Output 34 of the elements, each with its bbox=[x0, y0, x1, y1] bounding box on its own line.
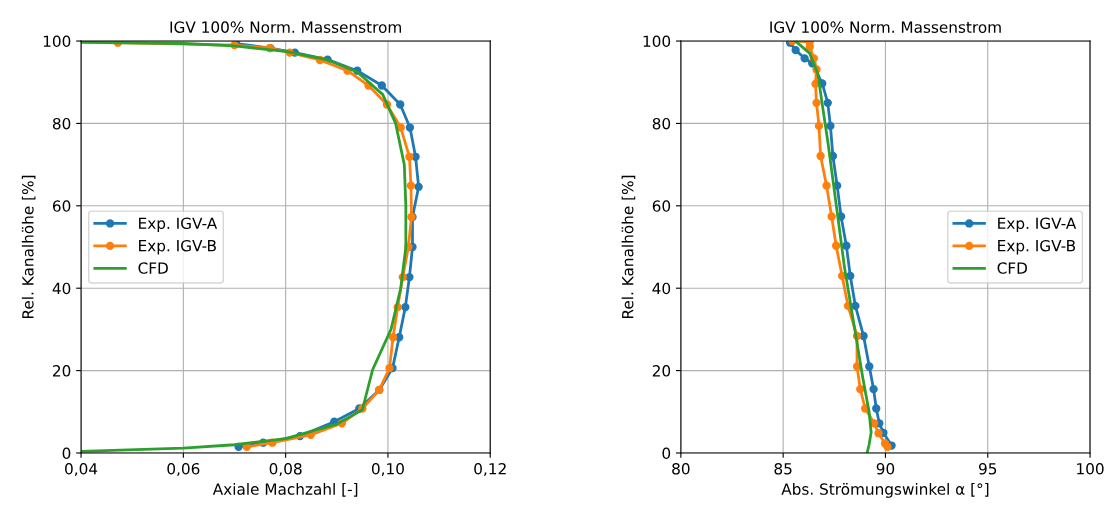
y-tick-label: 20 bbox=[652, 365, 671, 377]
x-axis-title: Axiale Machzahl [-] bbox=[212, 483, 358, 497]
y-tick-label: 40 bbox=[52, 282, 71, 295]
legend-label: Exp. IGV-B bbox=[139, 239, 216, 255]
x-tick-label: 0,06 bbox=[167, 462, 200, 477]
x-tick-label: 0,08 bbox=[269, 462, 302, 477]
legend-label: CFD bbox=[138, 262, 168, 274]
y-axis-title: Rel. Kanalhöhe [%] bbox=[621, 175, 636, 319]
y-tick-label: 40 bbox=[652, 282, 671, 295]
chart-title: IGV 100% Norm. Massenstrom bbox=[770, 21, 1001, 33]
y-tick-label: 20 bbox=[53, 365, 71, 377]
x-tick-label: 80 bbox=[672, 462, 690, 475]
y-tick-label: 100 bbox=[643, 35, 671, 48]
y-tick-label: 60 bbox=[52, 200, 71, 212]
legend-label: Exp. IGV-B bbox=[998, 239, 1076, 255]
y-tick-label: 100 bbox=[43, 35, 71, 48]
x-tick-label: 100 bbox=[1077, 462, 1104, 475]
y-tick-label: 0 bbox=[662, 447, 671, 459]
x-tick-label: 90 bbox=[876, 462, 895, 475]
x-tick-label: 0,12 bbox=[474, 462, 506, 477]
legend-label: Exp. IGV-A bbox=[139, 217, 218, 232]
x-tick-label: 0,10 bbox=[371, 462, 404, 477]
x-tick-label: 95 bbox=[978, 462, 997, 475]
legend-label: Exp. IGV-A bbox=[998, 217, 1077, 232]
x-axis-title: Abs. Strömungswinkel α [°] bbox=[781, 483, 989, 498]
y-tick-label: 60 bbox=[652, 200, 671, 212]
chart-title: IGV 100% Norm. Massenstrom bbox=[170, 21, 401, 33]
x-tick-label: 85 bbox=[774, 462, 792, 475]
x-tick-label: 0,04 bbox=[65, 462, 98, 477]
legend-label: CFD bbox=[997, 262, 1027, 274]
y-tick-label: 80 bbox=[52, 117, 71, 130]
y-tick-label: 0 bbox=[62, 447, 71, 459]
y-axis-title: Rel. Kanalhöhe [%] bbox=[21, 175, 36, 319]
y-tick-label: 80 bbox=[652, 117, 671, 130]
